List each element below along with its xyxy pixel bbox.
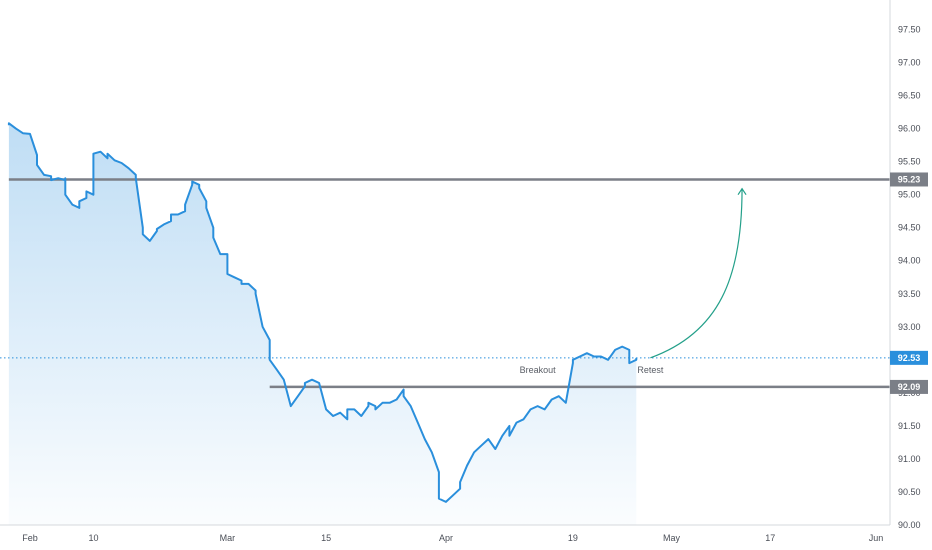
price-axis[interactable]: 90.0090.5091.0091.5092.0092.5093.0093.50… — [898, 25, 921, 530]
price-tag-95.23 — [890, 172, 928, 187]
y-tick-label: 94.00 — [898, 256, 921, 266]
y-tick-label: 96.50 — [898, 91, 921, 101]
price-tag-label: 92.09 — [898, 382, 921, 392]
y-tick-label: 95.00 — [898, 190, 921, 200]
x-tick-label: Jun — [869, 533, 884, 543]
projection-arrow[interactable] — [650, 188, 743, 359]
annotation-breakout[interactable]: Breakout — [520, 365, 557, 375]
x-tick-label: Feb — [22, 533, 38, 543]
x-tick-label: 15 — [321, 533, 331, 543]
y-tick-label: 97.50 — [898, 25, 921, 35]
x-tick-label: Mar — [220, 533, 236, 543]
x-tick-label: Apr — [439, 533, 453, 543]
projection-arrow-head — [737, 187, 747, 196]
levels-layer — [0, 178, 890, 389]
price-line[interactable] — [7, 122, 638, 503]
x-tick-label: 19 — [568, 533, 578, 543]
y-tick-label: 96.00 — [898, 124, 921, 134]
price-tag-92.53 — [890, 350, 928, 365]
y-tick-label: 91.00 — [898, 454, 921, 464]
x-tick-label: 10 — [88, 533, 98, 543]
y-tick-label: 97.00 — [898, 58, 921, 68]
notes-layer: Breakout Retest — [520, 187, 747, 375]
price-tag-92.09 — [890, 379, 928, 394]
y-tick-label: 94.50 — [898, 223, 921, 233]
x-tick-label: 17 — [765, 533, 775, 543]
price-tags: 95.23 92.09 92.53 — [890, 172, 928, 394]
price-area-fill — [8, 123, 637, 526]
y-tick-label: 90.00 — [898, 520, 921, 530]
y-tick-label: 95.50 — [898, 157, 921, 167]
y-tick-label: 93.00 — [898, 322, 921, 332]
y-tick-label: 91.50 — [898, 421, 921, 431]
y-tick-label: 90.50 — [898, 487, 921, 497]
price-tag-label: 92.53 — [898, 353, 921, 363]
y-tick-label: 93.50 — [898, 289, 921, 299]
x-tick-label: May — [663, 533, 681, 543]
price-tag-label: 95.23 — [898, 174, 921, 184]
line-layer — [7, 122, 638, 503]
time-axis[interactable]: Feb 10 Mar 15 Apr 19 May 17 Jun — [22, 533, 883, 543]
annotation-retest[interactable]: Retest — [637, 365, 664, 375]
area-layer — [8, 123, 637, 526]
